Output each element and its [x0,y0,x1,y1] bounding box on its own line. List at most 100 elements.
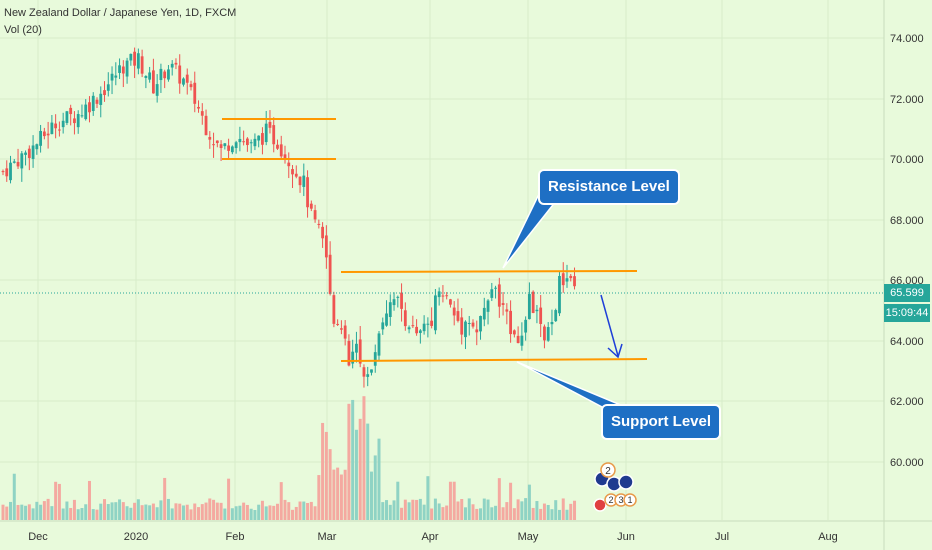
candle-body [110,73,114,81]
chart-legend[interactable]: New Zealand Dollar / Japanese Yen, 1D, F… [4,5,236,39]
svg-text:3: 3 [618,495,623,505]
price-tick-label: 74.000 [890,33,924,45]
volume-bar [531,507,535,520]
volume-bar [275,503,279,520]
candle-body [106,84,110,91]
volume-bar [200,504,204,520]
volume-bar [497,478,501,520]
price-tick-label: 60.000 [890,457,924,469]
current-price-tag: 65.599 [884,284,930,302]
volume-bar [223,508,227,520]
candle-body [95,99,99,104]
candle-body [189,84,193,88]
candle-body [302,175,306,187]
volume-bar [84,504,88,520]
volume-bar [373,455,377,520]
event-badges[interactable]: 2 2 3 1 [593,462,637,512]
volume-bar [91,509,95,520]
candle-body [170,63,174,68]
time-axis[interactable]: Dec 2020 Feb Mar Apr May Jun Jul Aug [0,520,932,543]
symbol-title[interactable]: New Zealand Dollar / Japanese Yen, 1D, F… [4,7,237,19]
candle-body [430,320,434,326]
candle-body [490,289,494,298]
grid-lines [0,0,884,520]
volume-bar [542,503,546,520]
candle-body [20,153,24,169]
candle-body [174,62,178,65]
price-tick-label: 68.000 [890,215,924,227]
candle-body [411,325,415,327]
candle-body [215,140,219,144]
candle-body [407,327,411,330]
candle-body [50,122,54,135]
candle-body [524,319,528,333]
volume-bar [110,502,114,520]
support-callout[interactable]: Support Level [603,406,720,438]
volume-bar [456,501,460,520]
volume-bar [215,502,219,520]
resistance-callout-pointer [502,195,562,269]
level-lines[interactable] [222,118,648,362]
candle-body [528,294,531,320]
candle-body [125,60,129,77]
volume-bar [159,500,163,520]
volume-bar [230,508,234,520]
volume-bar [512,508,516,520]
candle-body [264,123,268,143]
volume-bar [24,505,28,520]
candle-body [426,323,430,325]
volume-bar [39,504,43,520]
volume-indicator-label[interactable]: Vol (20) [4,24,42,36]
volume-bar [313,506,317,520]
volume-bar [388,504,392,520]
volume-bar [103,499,107,520]
resistance-callout[interactable]: Resistance Level [540,171,678,203]
volume-bar [430,508,434,520]
volume-bar [27,504,31,520]
volume-bar [249,508,253,520]
volume-bar [272,505,276,520]
volume-bar [87,480,91,520]
volume-bar [12,473,16,520]
candle-body [69,107,73,115]
time-tick-label: May [518,531,539,543]
volume-bar [125,506,129,520]
volume-bar [309,501,313,520]
candle-body [1,171,5,173]
volume-bar [298,501,302,520]
volume-bar [242,502,246,520]
volume-bar [396,481,400,520]
volume-bar [253,509,257,520]
volume-bar [411,499,415,520]
candle-body [531,291,535,313]
candle-body [163,71,167,79]
candle-body [441,295,445,297]
volume-bar [332,469,336,520]
candle-body [257,135,261,141]
volume-bar [317,475,321,520]
candle-body [208,136,212,140]
volume-bar [467,498,471,520]
volume-bar [550,509,554,520]
candle-body [546,327,550,341]
volume-bar [181,505,185,520]
candle-body [249,142,253,144]
candle-body [234,142,238,149]
price-tick-label: 62.000 [890,396,924,408]
volume-bar [54,481,58,520]
volume-bar [418,498,422,520]
candle-body [535,309,539,312]
volume-bar [136,499,140,520]
time-tick-label: Dec [28,531,48,543]
price-axis[interactable]: 74.000 72.000 70.000 68.000 66.000 64.00… [883,0,924,550]
candle-body [554,310,558,322]
volume-bar [264,506,268,520]
candle-body [65,111,69,123]
candle-body [5,168,9,177]
volume-bar [471,504,475,520]
volume-bar [166,498,170,520]
volume-bar [385,500,389,520]
candle-body [343,325,347,339]
volume-bar [106,504,110,520]
